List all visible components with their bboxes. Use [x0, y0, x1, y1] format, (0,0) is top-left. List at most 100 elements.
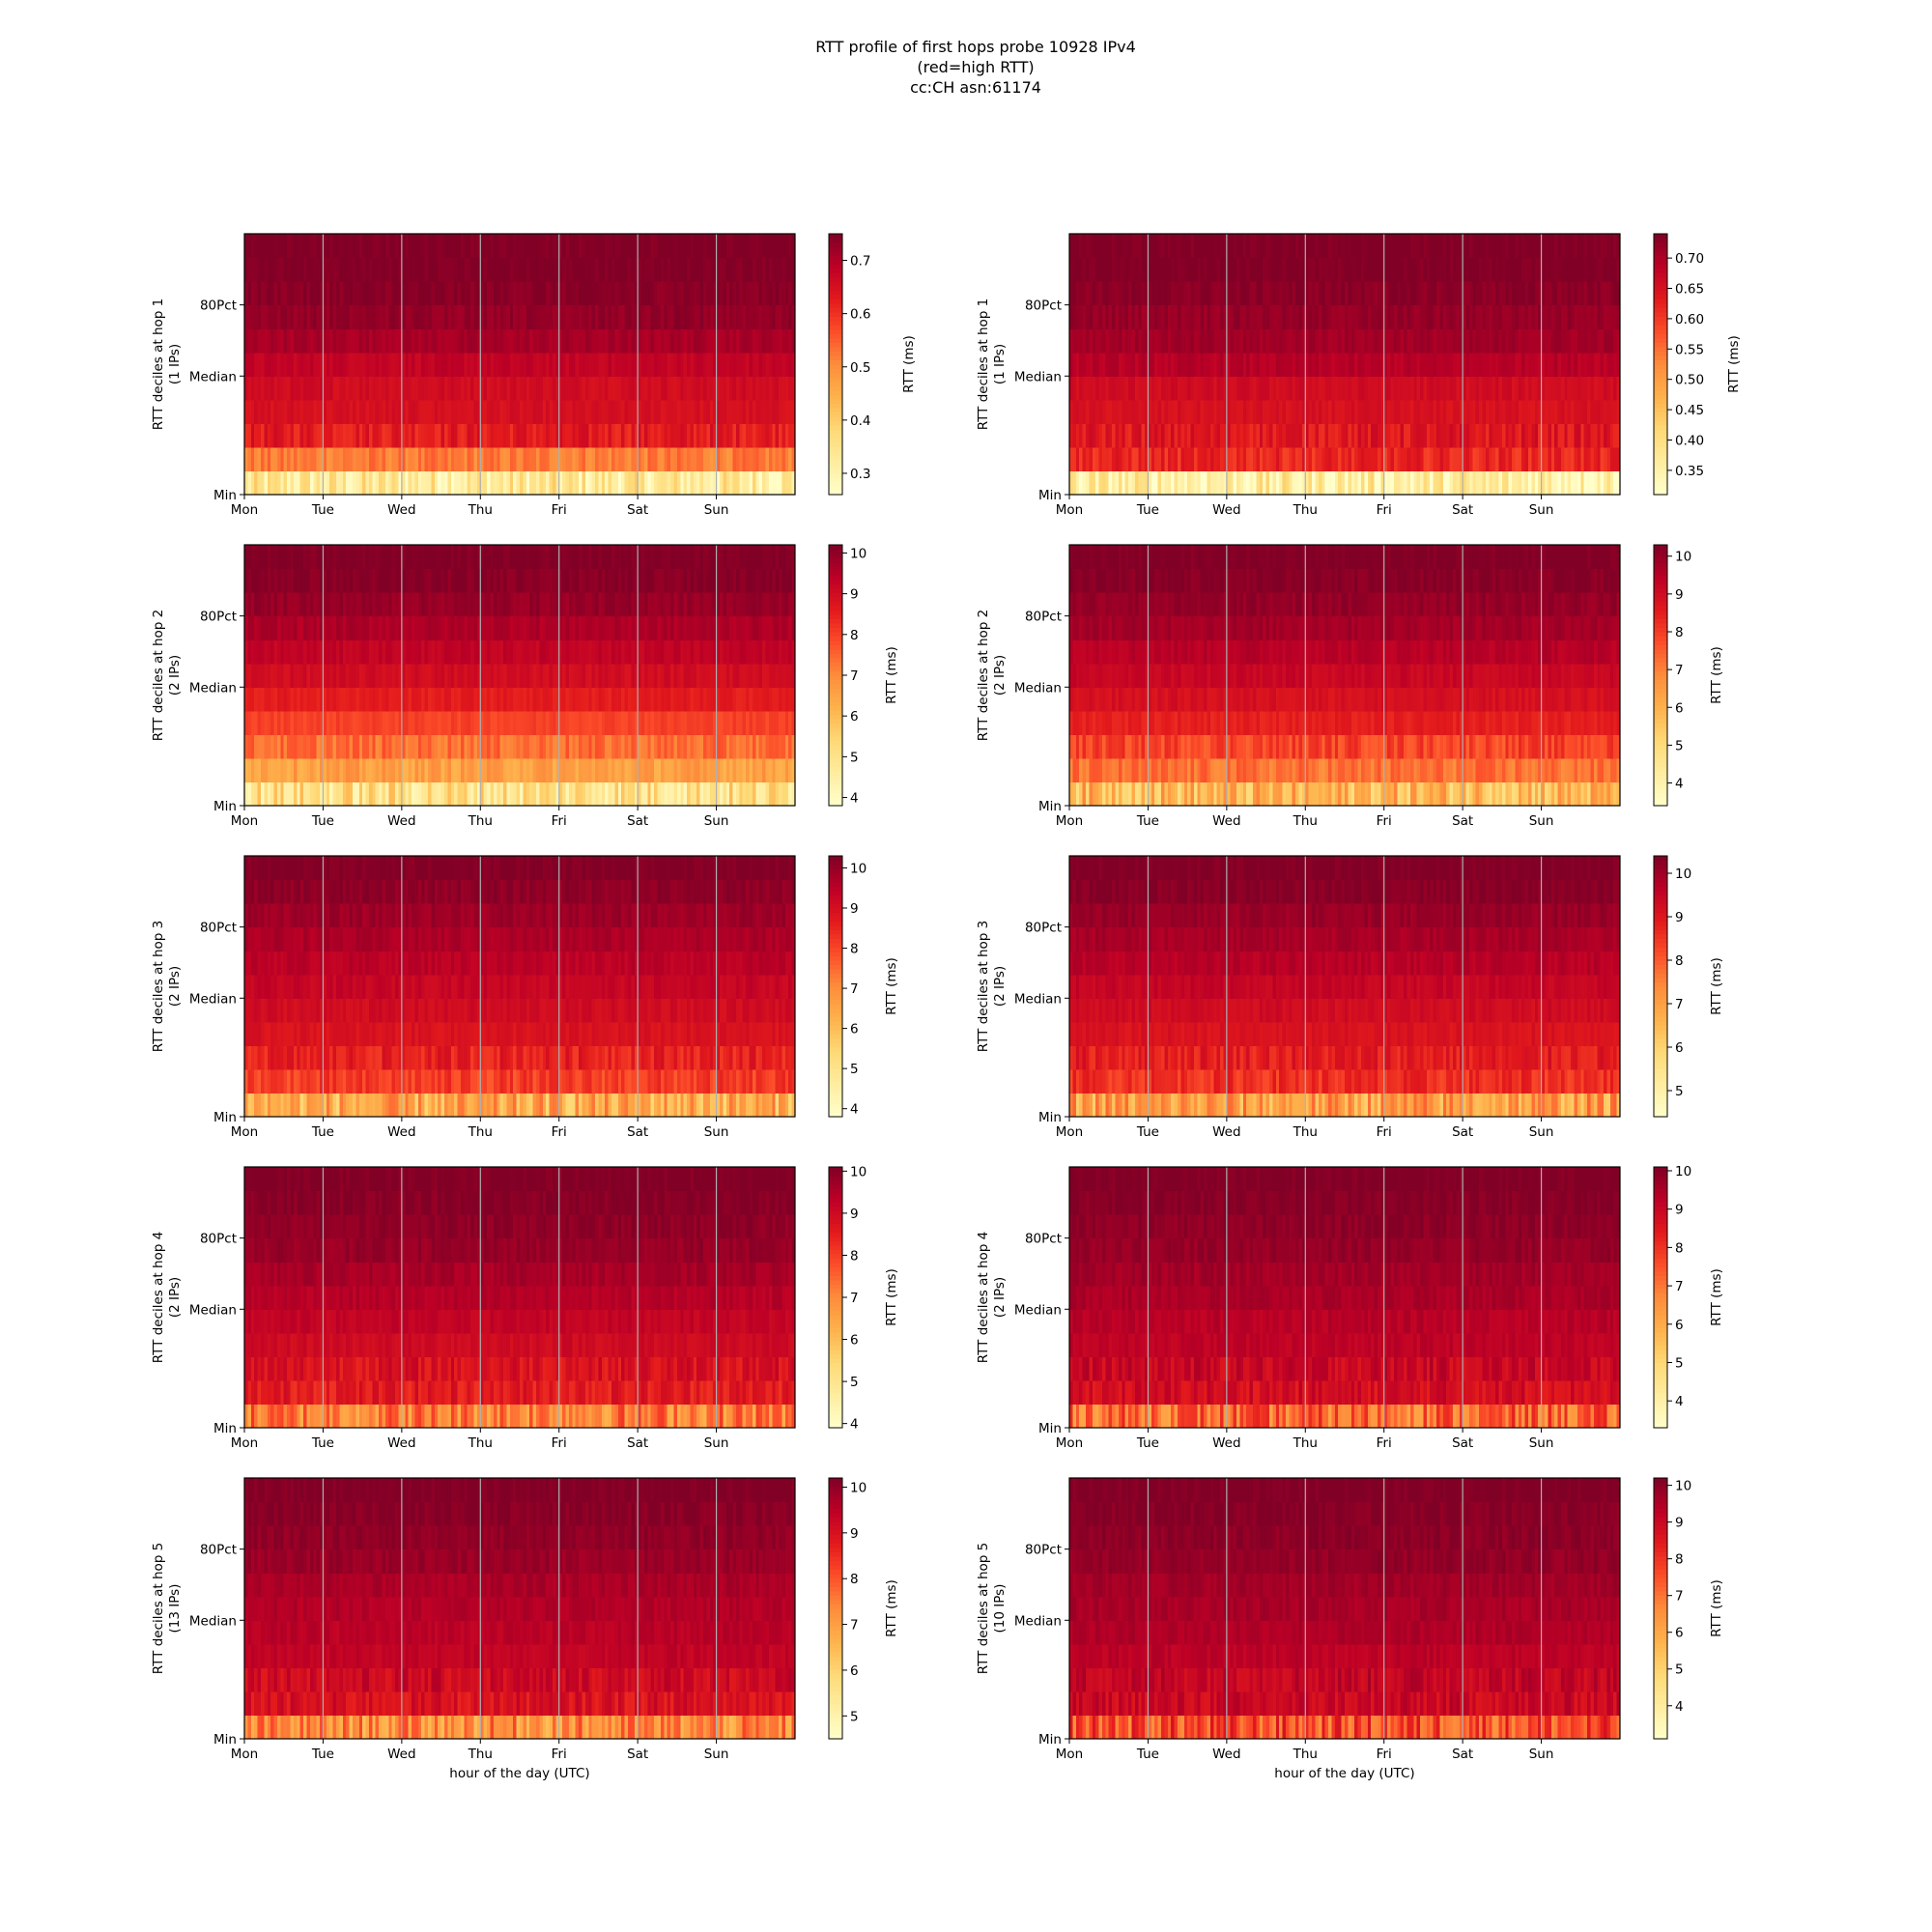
- heatmap-cell: [1406, 281, 1410, 305]
- heatmap-cell: [1131, 281, 1135, 305]
- heatmap-cell: [1178, 353, 1181, 377]
- heatmap-cell: [500, 470, 504, 495]
- heatmap-cell: [1601, 258, 1605, 282]
- heatmap-cell: [1269, 423, 1273, 447]
- heatmap-cell: [317, 376, 321, 400]
- heatmap-cell: [247, 423, 251, 447]
- heatmap-cell: [444, 376, 448, 400]
- heatmap-cell: [1476, 447, 1480, 471]
- heatmap-cell: [1246, 470, 1250, 495]
- heatmap-cell: [1187, 234, 1191, 258]
- heatmap-cell: [454, 328, 458, 353]
- heatmap-cell: [661, 353, 665, 377]
- heatmap-cell: [421, 234, 425, 258]
- heatmap-cell: [376, 447, 380, 471]
- heatmap-cell: [376, 376, 380, 400]
- heatmap-cell: [1554, 258, 1558, 282]
- heatmap-cell: [362, 353, 366, 377]
- heatmap-cell: [284, 376, 288, 400]
- heatmap-cell: [706, 734, 710, 758]
- heatmap-cell: [294, 281, 298, 305]
- heatmap-cell: [1613, 328, 1617, 353]
- heatmap-cell: [1371, 376, 1375, 400]
- heatmap-cell: [1187, 328, 1191, 353]
- heatmap-cell: [421, 781, 425, 806]
- colorbar-segment: [1654, 282, 1667, 287]
- heatmap-cell: [1453, 423, 1457, 447]
- heatmap-cell: [523, 664, 526, 688]
- heatmap-cell: [1453, 376, 1457, 400]
- heatmap-cell: [1119, 376, 1122, 400]
- heatmap-cell: [1568, 353, 1572, 377]
- heatmap-cell: [1210, 305, 1214, 329]
- heatmap-cell: [329, 470, 333, 495]
- heatmap-cell: [409, 639, 412, 664]
- heatmap-cell: [261, 305, 265, 329]
- heatmap-cell: [753, 234, 756, 258]
- heatmap-cell: [1453, 447, 1457, 471]
- heatmap-cell: [614, 470, 618, 495]
- heatmap-cell: [536, 423, 540, 447]
- colorbar-segment: [1654, 434, 1667, 439]
- heatmap-cell: [696, 400, 700, 424]
- heatmap-cell: [1210, 470, 1214, 495]
- heatmap-cell: [1601, 328, 1605, 353]
- heatmap-cell: [376, 234, 380, 258]
- heatmap-cell: [753, 758, 756, 782]
- heatmap-cell: [1394, 400, 1398, 424]
- heatmap-cell: [684, 353, 688, 377]
- heatmap-cell: [1269, 258, 1273, 282]
- heatmap-cell: [409, 258, 412, 282]
- colorbar-segment: [829, 447, 842, 452]
- heatmap-cell: [500, 234, 504, 258]
- heatmap-cell: [353, 711, 356, 735]
- heatmap-cell: [673, 281, 677, 305]
- heatmap-cell: [1509, 258, 1513, 282]
- heatmap-cell: [661, 734, 665, 758]
- heatmap-cell: [706, 687, 710, 711]
- heatmap-cell: [376, 400, 380, 424]
- heatmap-cell: [409, 281, 412, 305]
- heatmap-cell: [523, 258, 526, 282]
- heatmap-cell: [247, 376, 251, 400]
- heatmap-cell: [353, 758, 356, 782]
- colorbar-segment: [829, 373, 842, 378]
- heatmap-cell: [673, 234, 677, 258]
- heatmap-cell: [1279, 328, 1283, 353]
- heatmap-cell: [444, 234, 448, 258]
- heatmap-cell: [261, 664, 265, 688]
- colorbar-tick-label: 0.70: [1675, 251, 1704, 267]
- heatmap-cell: [1119, 258, 1122, 282]
- heatmap-cell: [743, 305, 747, 329]
- heatmap-cell: [1256, 353, 1260, 377]
- heatmap-cell: [1279, 353, 1283, 377]
- heatmap-cell: [706, 423, 710, 447]
- heatmap-cell: [1154, 353, 1158, 377]
- heatmap-cell: [1568, 376, 1572, 400]
- heatmap-cell: [1406, 258, 1410, 282]
- heatmap-cell: [536, 687, 540, 711]
- heatmap-cell: [1315, 258, 1319, 282]
- heatmap-cell: [1234, 400, 1237, 424]
- colorbar-segment: [1654, 251, 1667, 256]
- heatmap-cell: [1601, 423, 1605, 447]
- heatmap-cell: [536, 353, 540, 377]
- heatmap-cell: [490, 470, 494, 495]
- heatmap-cell: [661, 687, 665, 711]
- heatmap-cell: [1095, 447, 1099, 471]
- heatmap-cell: [490, 758, 494, 782]
- colorbar-segment: [829, 277, 842, 282]
- heatmap-cell: [444, 664, 448, 688]
- heatmap-cell: [1119, 400, 1122, 424]
- heatmap-cell: [1476, 376, 1480, 400]
- heatmap-cell: [729, 281, 733, 305]
- heatmap-cell: [582, 734, 585, 758]
- y-axis-label: RTT deciles at hop 1: [151, 298, 166, 431]
- heatmap-cell: [720, 376, 724, 400]
- heatmap-cell: [743, 781, 747, 806]
- colorbar-segment: [1654, 395, 1667, 400]
- heatmap-cell: [1338, 353, 1342, 377]
- heatmap-cell: [1531, 305, 1535, 329]
- heatmap-cell: [247, 281, 251, 305]
- colorbar-segment: [829, 303, 842, 308]
